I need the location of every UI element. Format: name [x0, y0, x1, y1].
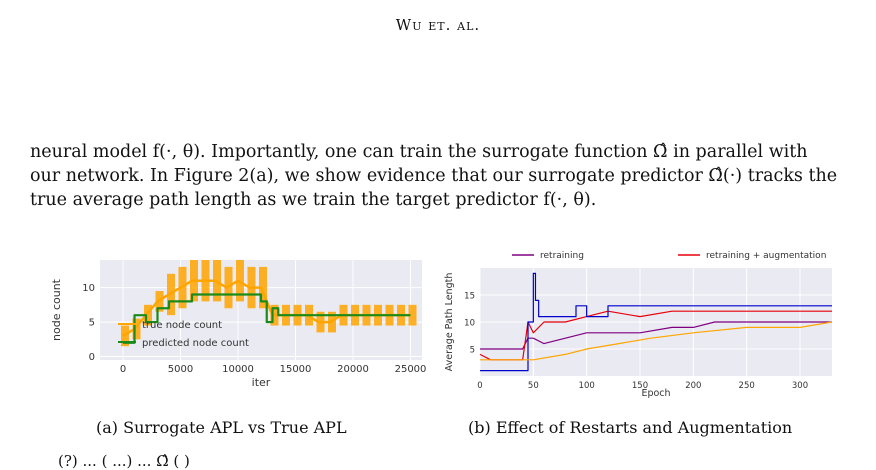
true-count-band [259, 266, 267, 309]
x-tick-label: 20000 [337, 364, 369, 375]
y-tick-label: 15 [464, 292, 475, 302]
predicted-count-line [123, 293, 411, 344]
paragraph-line: true average path length as we train the… [30, 190, 597, 210]
x-tick-label: 5000 [168, 364, 193, 375]
series-line [480, 321, 833, 361]
series-line [480, 272, 832, 372]
body-paragraph: neural model f(·, θ). Importantly, one c… [30, 140, 845, 212]
y-tick-label: 5 [470, 346, 475, 356]
x-tick-label: 10000 [222, 364, 254, 375]
y-axis-label: Average Path Length [444, 273, 455, 372]
paragraph-line: neural model f(·, θ). Importantly, one c… [30, 142, 808, 162]
running-header: Wu et. al. [395, 16, 481, 34]
y-tick-label: 5 [89, 318, 95, 329]
series-line [480, 321, 832, 350]
chart-restarts-augmentation: 0 50 100 150 200 250 300 5 10 15 Epoch Average Path… [444, 251, 833, 399]
series-line [479, 310, 832, 361]
x-tick-label: 300 [792, 381, 808, 391]
x-axis-label: Epoch [641, 388, 670, 399]
x-axis-label: iter [252, 376, 271, 389]
x-tick-label: 25000 [395, 364, 427, 375]
true-count-band [408, 304, 417, 326]
x-tick-label: 15000 [280, 364, 312, 375]
x-tick-label: 250 [739, 381, 755, 391]
legend-true-label: true node count [142, 320, 222, 331]
x-tick-label: 200 [685, 381, 701, 391]
y-axis-label: node count [50, 278, 63, 341]
true-count-band [132, 318, 141, 340]
caption-a: (a) Surrogate APL vs True APL [96, 418, 347, 437]
legend-augmentation-label: retraining + augmentation [706, 251, 826, 261]
y-tick-label: 0 [89, 352, 95, 363]
x-tick-label: 50 [528, 381, 539, 391]
bottom-cut-line: (?) ... ( ...) ... Ω̂ ( ) [58, 452, 190, 470]
legend-predicted-label: predicted node count [142, 338, 249, 349]
y-tick-label: 10 [82, 283, 95, 294]
x-tick-label: 0 [120, 364, 126, 375]
paragraph-line: our network. In Figure 2(a), we show evi… [30, 166, 838, 186]
caption-b: (b) Effect of Restarts and Augmentation [468, 418, 793, 437]
x-tick-label: 0 [477, 381, 482, 391]
true-count-band [144, 304, 152, 326]
legend-retraining-label: retraining [540, 251, 584, 261]
x-tick-label: 150 [632, 381, 648, 391]
chart-surrogate-apl: 0 5000 10000 15000 20000 25000 0 5 10 iter node co… [50, 260, 427, 389]
x-tick-label: 100 [579, 381, 595, 391]
y-tick-label: 10 [464, 319, 475, 329]
